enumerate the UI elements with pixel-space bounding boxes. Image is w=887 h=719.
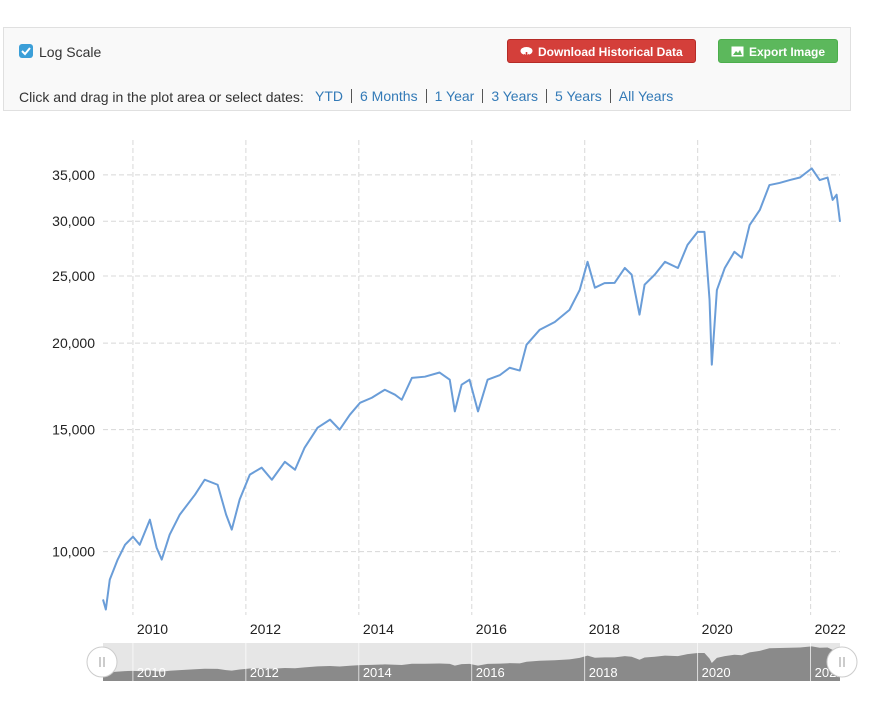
range-prompt: Click and drag in the plot area or selec… bbox=[19, 89, 304, 105]
navigator-handle[interactable] bbox=[86, 646, 118, 678]
navigator-tick-label: 2010 bbox=[137, 665, 166, 680]
handle-grip bbox=[99, 657, 105, 667]
range-links: YTD 6 Months 1 Year 3 Years 5 Years All Years bbox=[315, 89, 681, 103]
y-tick-label: 15,000 bbox=[52, 422, 95, 438]
range-link[interactable]: 1 Year bbox=[425, 89, 483, 103]
y-tick-label: 20,000 bbox=[52, 335, 95, 351]
y-tick-label: 30,000 bbox=[52, 213, 95, 229]
y-tick-label: 35,000 bbox=[52, 167, 95, 183]
navigator: 2010 2012 2014 2016 2018 2020 2022 bbox=[103, 643, 840, 681]
navigator-area bbox=[103, 646, 840, 681]
image-icon bbox=[731, 46, 744, 57]
x-tick-label: 2020 bbox=[702, 621, 733, 637]
export-label: Export Image bbox=[749, 45, 826, 59]
range-link[interactable]: 6 Months bbox=[351, 89, 426, 103]
range-link[interactable]: YTD bbox=[315, 88, 343, 104]
x-tick-label: 2022 bbox=[815, 621, 846, 637]
navigator-handle[interactable] bbox=[826, 646, 858, 678]
navigator-tick-label: 2018 bbox=[589, 665, 618, 680]
download-button[interactable]: Download Historical Data bbox=[507, 39, 696, 63]
price-line bbox=[102, 167, 841, 611]
log-scale-label[interactable]: Log Scale bbox=[39, 44, 102, 60]
range-link[interactable]: All Years bbox=[609, 89, 681, 103]
navigator-tick-label: 2016 bbox=[476, 665, 505, 680]
x-tick-label: 2010 bbox=[137, 621, 168, 637]
x-tick-label: 2012 bbox=[250, 621, 281, 637]
x-tick-label: 2016 bbox=[476, 621, 507, 637]
y-tick-label: 10,000 bbox=[52, 544, 95, 560]
cloud-icon bbox=[520, 47, 533, 58]
handle-circle bbox=[826, 646, 858, 678]
toolbar: Log Scale Download Historical Data Expor… bbox=[3, 27, 851, 111]
log-scale-checkbox[interactable] bbox=[19, 44, 33, 58]
x-tick-label: 2014 bbox=[363, 621, 394, 637]
check-mark bbox=[21, 47, 31, 56]
x-tick-label: 2018 bbox=[589, 621, 620, 637]
range-link[interactable]: 3 Years bbox=[482, 89, 546, 103]
handle-circle bbox=[86, 646, 118, 678]
handle-grip bbox=[839, 657, 845, 667]
download-label: Download Historical Data bbox=[538, 45, 683, 59]
range-link[interactable]: 5 Years bbox=[546, 89, 610, 103]
navigator-tick-label: 2020 bbox=[702, 665, 731, 680]
navigator-tick-label: 2014 bbox=[363, 665, 392, 680]
y-tick-label: 25,000 bbox=[52, 268, 95, 284]
export-button[interactable]: Export Image bbox=[718, 39, 838, 63]
navigator-tick-label: 2012 bbox=[250, 665, 279, 680]
